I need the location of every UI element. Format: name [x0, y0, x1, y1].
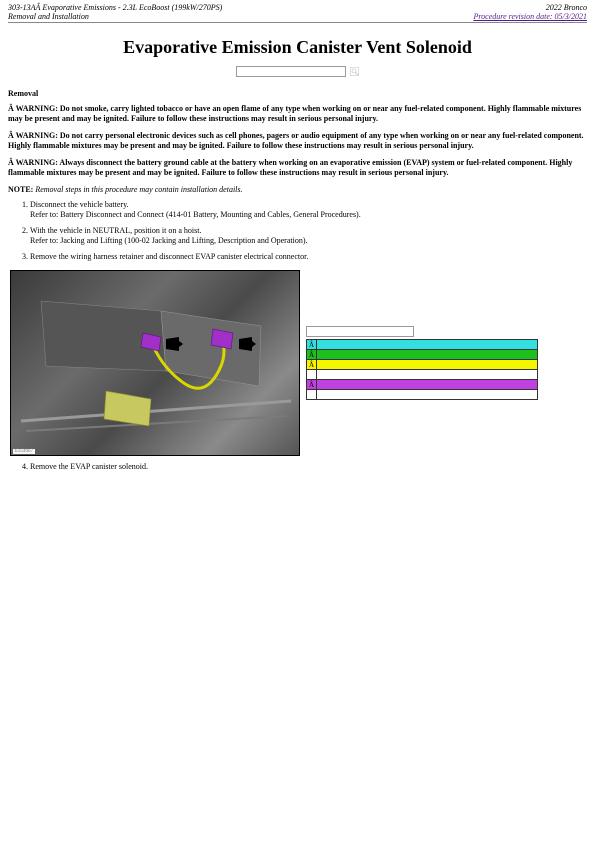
- go-icon[interactable]: [350, 67, 359, 76]
- page-title: Evaporative Emission Canister Vent Solen…: [8, 37, 587, 58]
- note-text: Removal steps in this procedure may cont…: [35, 185, 242, 194]
- figure-row: E354667 ÂÂÂÂ: [10, 270, 587, 456]
- warning-3: Â WARNING: Always disconnect the battery…: [8, 158, 587, 178]
- header-left-1: 303-13AÂ Evaporative Emissions - 2.3L Ec…: [8, 3, 222, 12]
- header-left-2: Removal and Installation: [8, 12, 89, 21]
- figure-image: E354667: [10, 270, 300, 456]
- figure-id: E354667: [13, 449, 35, 454]
- note-label: NOTE:: [8, 185, 35, 194]
- steps-list-2: Remove the EVAP canister solenoid.: [30, 462, 587, 471]
- warning-2: Â WARNING: Do not carry personal electro…: [8, 131, 587, 151]
- revision-link[interactable]: Procedure revision date: 05/3/2021: [473, 12, 587, 21]
- legend-table: ÂÂÂÂ: [306, 339, 538, 400]
- removal-heading: Removal: [8, 89, 587, 98]
- step-1: Disconnect the vehicle battery.Refer to:…: [30, 200, 587, 220]
- search-input[interactable]: [236, 66, 346, 77]
- legend-row: Â: [307, 340, 538, 350]
- step-4: Remove the EVAP canister solenoid.: [30, 462, 587, 471]
- step-2: With the vehicle in NEUTRAL, position it…: [30, 226, 587, 246]
- page-header: 303-13AÂ Evaporative Emissions - 2.3L Ec…: [8, 0, 587, 23]
- legend-row: Â: [307, 380, 538, 390]
- warning-1: Â WARNING: Do not smoke, carry lighted t…: [8, 104, 587, 124]
- legend-row: [307, 390, 538, 400]
- legend-row: [307, 370, 538, 380]
- step-3: Remove the wiring harness retainer and d…: [30, 252, 587, 262]
- note: NOTE: Removal steps in this procedure ma…: [8, 185, 587, 194]
- legend-search-input[interactable]: [306, 326, 414, 337]
- search-row: [8, 66, 587, 77]
- legend-row: Â: [307, 360, 538, 370]
- header-right-1: 2022 Bronco: [546, 3, 587, 12]
- legend-row: Â: [307, 350, 538, 360]
- legend: ÂÂÂÂ: [306, 326, 538, 400]
- steps-list: Disconnect the vehicle battery.Refer to:…: [30, 200, 587, 262]
